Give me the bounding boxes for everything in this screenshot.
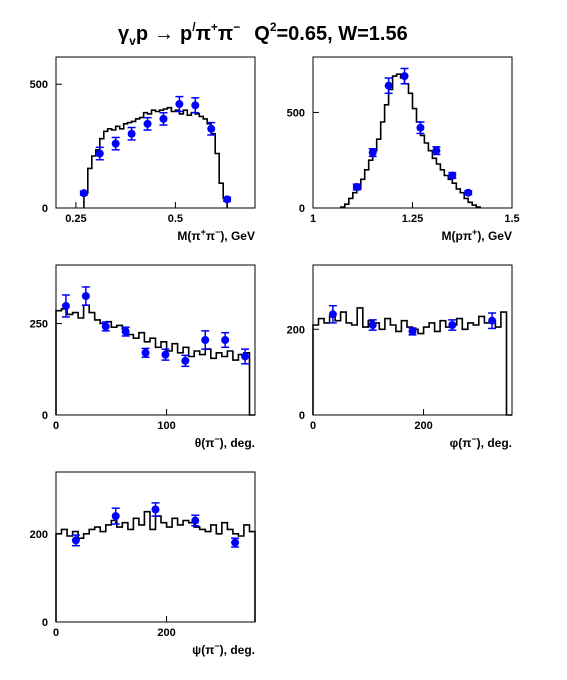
data-point bbox=[159, 114, 168, 123]
x-axis-label-part: + bbox=[201, 227, 206, 237]
y-tick-label: 0 bbox=[299, 410, 305, 422]
data-point bbox=[368, 148, 377, 157]
x-axis-label-part: ), deg. bbox=[477, 436, 512, 450]
x-axis-label: M(pπ+), GeV bbox=[442, 227, 512, 243]
histogram-line bbox=[340, 73, 481, 208]
x-axis-label-part: M(pπ bbox=[442, 229, 473, 243]
x-tick-label: 0.25 bbox=[65, 213, 86, 225]
x-axis-label: ψ(π−), deg. bbox=[192, 641, 255, 657]
x-tick-label: 0 bbox=[310, 420, 316, 432]
x-axis-label-part: ), GeV bbox=[477, 229, 512, 243]
data-point bbox=[432, 146, 441, 155]
panel-3: 0 100 0 250 θ(π−), deg. bbox=[30, 264, 256, 450]
data-point bbox=[408, 327, 417, 336]
x-axis-label-part: ), GeV bbox=[220, 229, 255, 243]
data-point bbox=[61, 301, 70, 310]
x-tick-label: 0.5 bbox=[168, 213, 183, 225]
x-axis-label-part: θ(π bbox=[195, 436, 215, 450]
data-point bbox=[143, 119, 152, 128]
data-point bbox=[201, 336, 210, 344]
data-point bbox=[95, 149, 104, 158]
data-point bbox=[368, 321, 377, 329]
data-point bbox=[191, 101, 200, 110]
data-point bbox=[488, 316, 497, 325]
y-tick-label: 0 bbox=[42, 617, 48, 629]
x-tick-label: 0 bbox=[53, 420, 59, 432]
x-axis-label: φ(π−), deg. bbox=[450, 434, 512, 450]
y-tick-label: 200 bbox=[287, 324, 305, 336]
data-point bbox=[141, 348, 150, 357]
y-tick-label: 500 bbox=[287, 107, 305, 119]
y-tick-label: 250 bbox=[30, 319, 48, 331]
data-point bbox=[161, 350, 170, 359]
x-axis-label-part: + bbox=[472, 227, 477, 237]
panel-1: 0.25 0.5 0 500 M(π+π−), GeV bbox=[30, 56, 256, 243]
x-axis-label-part: π bbox=[206, 229, 215, 243]
data-point bbox=[221, 336, 230, 344]
panel-frame bbox=[312, 264, 513, 416]
panel-4: 0 200 0 200 φ(π−), deg. bbox=[287, 264, 513, 450]
data-point bbox=[111, 139, 120, 148]
histogram-line bbox=[55, 510, 256, 622]
data-point bbox=[111, 512, 120, 521]
x-axis-label-part: − bbox=[471, 434, 476, 444]
x-axis-label-part: − bbox=[215, 227, 220, 237]
data-point bbox=[79, 189, 88, 198]
data-point bbox=[231, 538, 240, 547]
x-tick-label: 100 bbox=[157, 420, 175, 432]
x-axis-label-part: ), deg. bbox=[220, 643, 255, 657]
data-point bbox=[71, 536, 80, 545]
x-tick-label: 1.25 bbox=[402, 213, 423, 225]
data-point bbox=[223, 195, 232, 204]
data-point bbox=[207, 124, 216, 133]
panel-frame bbox=[312, 56, 513, 209]
x-tick-label: 200 bbox=[414, 420, 432, 432]
x-axis-label: M(π+π−), GeV bbox=[177, 227, 255, 243]
data-point bbox=[448, 321, 457, 329]
data-point bbox=[121, 327, 130, 336]
x-tick-label: 200 bbox=[157, 627, 175, 639]
data-point bbox=[448, 171, 457, 180]
data-point bbox=[151, 505, 160, 514]
data-point bbox=[464, 188, 473, 197]
x-axis-label-part: − bbox=[214, 641, 219, 651]
x-tick-label: 1.5 bbox=[504, 213, 519, 225]
panel-5: 0 200 0 200 ψ(π−), deg. bbox=[30, 471, 256, 657]
data-point bbox=[175, 100, 184, 109]
x-axis-label-part: ), deg. bbox=[220, 436, 255, 450]
x-axis-label-part: − bbox=[214, 434, 219, 444]
y-tick-label: 0 bbox=[299, 203, 305, 215]
panel-frame bbox=[55, 56, 256, 209]
data-point bbox=[416, 123, 425, 132]
x-axis-label-part: ψ(π bbox=[192, 643, 214, 657]
data-point bbox=[181, 356, 190, 365]
x-axis-label: θ(π−), deg. bbox=[195, 434, 255, 450]
data-point bbox=[81, 292, 90, 301]
data-point bbox=[191, 516, 200, 525]
data-point bbox=[384, 81, 393, 90]
data-point bbox=[241, 352, 250, 361]
x-axis-label-part: φ(π bbox=[450, 436, 472, 450]
data-point bbox=[101, 322, 110, 331]
y-tick-label: 0 bbox=[42, 410, 48, 422]
histogram-line bbox=[312, 307, 512, 416]
panel-frame bbox=[55, 471, 256, 623]
data-point bbox=[352, 182, 361, 191]
x-tick-label: 0 bbox=[53, 627, 59, 639]
y-tick-label: 200 bbox=[30, 529, 48, 541]
x-axis-label-part: M(π bbox=[177, 229, 200, 243]
histogram-line bbox=[55, 304, 255, 416]
y-tick-label: 500 bbox=[30, 79, 48, 91]
data-point bbox=[127, 129, 136, 138]
panel-2: 1 1.25 1.5 0 500 M(pπ+), GeV bbox=[287, 56, 520, 243]
figure-title: γvp → p/π+π− Q2=0.65, W=1.56 bbox=[118, 20, 408, 48]
y-tick-label: 0 bbox=[42, 203, 48, 215]
x-tick-label: 1 bbox=[310, 213, 316, 225]
data-point bbox=[400, 72, 409, 81]
histogram-line bbox=[83, 106, 228, 208]
data-point bbox=[328, 310, 337, 319]
